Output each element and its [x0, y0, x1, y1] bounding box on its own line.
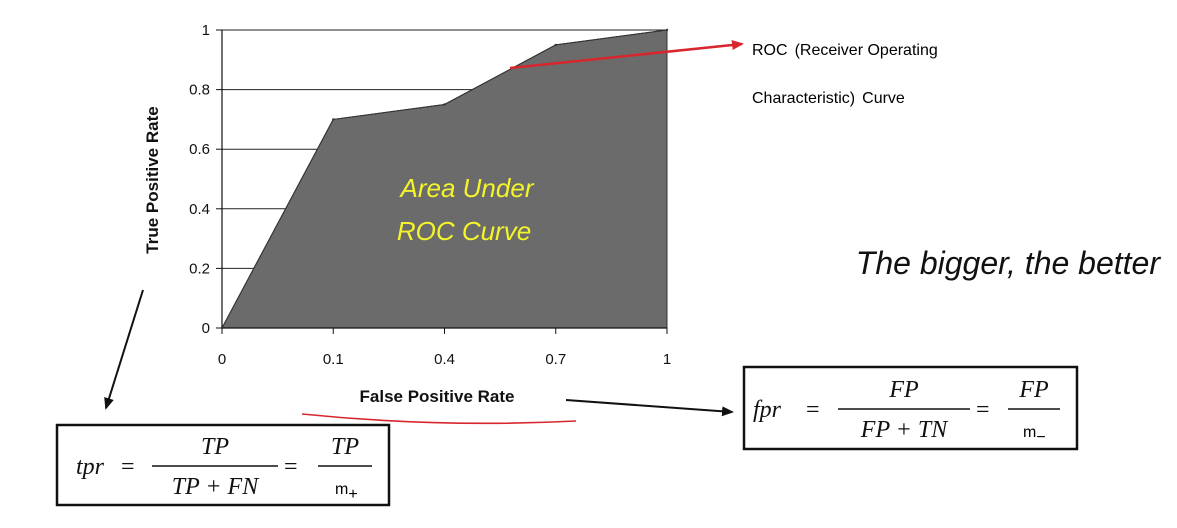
- fpr-arrow: [565, 399, 734, 417]
- area-label-line1: Area Under: [399, 173, 535, 203]
- fpr-numerator-2: FP: [1018, 377, 1049, 403]
- roc-title-roc: ROC: [752, 42, 788, 59]
- roc-point: [220, 326, 224, 330]
- roc-point: [332, 118, 335, 121]
- y-tick-label: 1: [202, 22, 210, 39]
- fpr-equals-2: =: [976, 397, 990, 423]
- x-title-underline: [301, 413, 577, 425]
- roc-point: [554, 43, 557, 47]
- tpr-denominator-2: m+: [335, 481, 358, 503]
- y-tick-group: 0 0.2 0.4 0.6 0.8 1: [189, 22, 222, 337]
- tpr-equals-1: =: [121, 454, 135, 480]
- fpr-denominator-2: m−: [1023, 424, 1046, 446]
- x-tick-label: 0.1: [323, 351, 344, 368]
- fpr-denominator-1: FP + TN: [860, 417, 949, 443]
- fpr-formula-box: fpr = FP FP + TN = FP m−: [742, 365, 1079, 451]
- roc-point: [443, 103, 446, 106]
- y-tick-label: 0.2: [189, 260, 210, 277]
- tpr-numerator-2: TP: [331, 434, 359, 460]
- y-axis-title: True Positive Rate: [143, 106, 162, 253]
- x-tick-label: 1: [663, 351, 671, 368]
- roc-title-line1: ROC (Receiver Operating: [752, 42, 938, 59]
- area-label-line2: ROC Curve: [397, 216, 531, 246]
- y-tick-label: 0: [202, 320, 210, 337]
- tpr-lhs: tpr: [76, 454, 105, 480]
- tpr-equals-2: =: [284, 454, 298, 480]
- roc-plot: 0 0.2 0.4 0.6 0.8 1 0 0.1 0.4 0.7 1 Area Under RO…: [143, 22, 671, 406]
- roc-point: [665, 28, 669, 32]
- roc-title-curve: Curve: [862, 90, 905, 107]
- x-tick-label: 0.7: [545, 351, 566, 368]
- tpr-formula-box: tpr = TP TP + FN = TP m+: [55, 423, 391, 507]
- y-tick-label: 0.4: [189, 201, 210, 218]
- roc-title-line2: Characteristic) Curve: [752, 90, 905, 107]
- roc-title-receiver: (Receiver Operating: [795, 42, 938, 59]
- x-axis-title: False Positive Rate: [360, 387, 515, 406]
- fpr-lhs: fpr: [753, 397, 782, 423]
- y-tick-label: 0.6: [189, 141, 210, 158]
- x-tick-group: 0 0.1 0.4 0.7 1: [218, 328, 671, 368]
- fpr-equals-1: =: [806, 397, 820, 423]
- tagline: The bigger, the better: [856, 245, 1162, 281]
- roc-pointer-arrow: [509, 40, 744, 70]
- roc-title-characteristic: Characteristic): [752, 90, 855, 107]
- fpr-numerator-1: FP: [888, 377, 919, 403]
- x-tick-label: 0.4: [434, 351, 455, 368]
- tpr-numerator-1: TP: [201, 434, 229, 460]
- tpr-arrow: [104, 289, 144, 410]
- y-tick-label: 0.8: [189, 82, 210, 99]
- x-tick-label: 0: [218, 351, 226, 368]
- tpr-denominator-1: TP + FN: [172, 474, 260, 500]
